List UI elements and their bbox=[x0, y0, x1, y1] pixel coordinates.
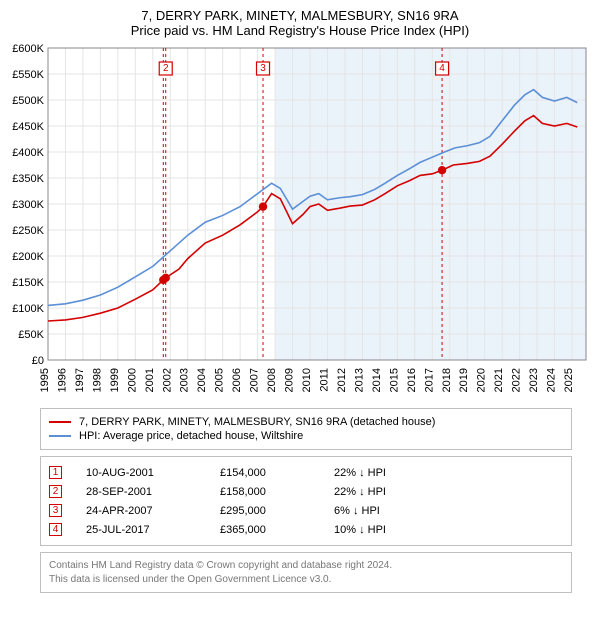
x-axis-label: 2001 bbox=[144, 368, 156, 392]
sale-price: £158,000 bbox=[220, 486, 310, 498]
sale-marker-dot bbox=[162, 274, 170, 282]
sale-hpi-diff: 6% ↓ HPI bbox=[334, 505, 444, 517]
x-axis-label: 2018 bbox=[441, 368, 453, 392]
title-main: 7, DERRY PARK, MINETY, MALMESBURY, SN16 … bbox=[0, 8, 600, 23]
x-axis-label: 2017 bbox=[423, 368, 435, 392]
sale-number-box: 4 bbox=[49, 523, 62, 536]
x-axis-label: 2014 bbox=[371, 368, 383, 392]
y-axis-label: £450K bbox=[12, 121, 44, 133]
x-axis-label: 1996 bbox=[56, 368, 68, 392]
legend-swatch bbox=[49, 421, 71, 423]
sales-table: 1 10-AUG-2001 £154,000 22% ↓ HPI 2 28-SEP-200… bbox=[40, 456, 572, 546]
y-axis-label: £250K bbox=[12, 225, 44, 237]
x-axis-label: 2016 bbox=[406, 368, 418, 392]
x-axis-label: 2008 bbox=[266, 368, 278, 392]
x-axis-label: 1995 bbox=[39, 368, 51, 392]
x-axis-label: 2021 bbox=[493, 368, 505, 392]
footer-attribution: Contains HM Land Registry data © Crown c… bbox=[40, 552, 572, 593]
line-chart: £0 £50K £100K £150K £200K £250K £300K £350K £400… bbox=[0, 42, 600, 402]
sale-marker-number: 4 bbox=[439, 63, 445, 74]
y-axis-label: £300K bbox=[12, 199, 44, 211]
x-axis-label: 1997 bbox=[74, 368, 86, 392]
sale-number-box: 1 bbox=[49, 466, 62, 479]
legend-item: HPI: Average price, detached house, Wilt… bbox=[49, 429, 563, 443]
x-axis-label: 2015 bbox=[388, 368, 400, 392]
title-sub: Price paid vs. HM Land Registry's House … bbox=[0, 23, 600, 38]
y-axis-label: £500K bbox=[12, 95, 44, 107]
sale-hpi-diff: 22% ↓ HPI bbox=[334, 467, 444, 479]
legend-swatch bbox=[49, 435, 71, 437]
sale-hpi-diff: 10% ↓ HPI bbox=[334, 524, 444, 536]
x-axis-label: 2009 bbox=[284, 368, 296, 392]
legend: 7, DERRY PARK, MINETY, MALMESBURY, SN16 … bbox=[40, 408, 572, 450]
sale-number-box: 2 bbox=[49, 485, 62, 498]
sale-marker-dot bbox=[259, 202, 267, 210]
footer-line-1: Contains HM Land Registry data © Crown c… bbox=[49, 559, 563, 573]
x-axis-label: 1998 bbox=[91, 368, 103, 392]
x-axis-label: 2010 bbox=[301, 368, 313, 392]
y-axis-label: £400K bbox=[12, 147, 44, 159]
title-block: 7, DERRY PARK, MINETY, MALMESBURY, SN16 … bbox=[0, 0, 600, 42]
sale-row: 2 28-SEP-2001 £158,000 22% ↓ HPI bbox=[49, 482, 563, 501]
x-axis-label: 2003 bbox=[179, 368, 191, 392]
sale-hpi-diff: 22% ↓ HPI bbox=[334, 486, 444, 498]
x-axis-label: 2022 bbox=[511, 368, 523, 392]
footer-line-2: This data is licensed under the Open Gov… bbox=[49, 573, 563, 587]
y-axis-label: £600K bbox=[12, 43, 44, 55]
legend-label: HPI: Average price, detached house, Wilt… bbox=[79, 430, 303, 442]
x-axis-label: 2000 bbox=[126, 368, 138, 392]
sale-price: £365,000 bbox=[220, 524, 310, 536]
legend-item: 7, DERRY PARK, MINETY, MALMESBURY, SN16 … bbox=[49, 415, 563, 429]
y-axis-label: £50K bbox=[18, 329, 44, 341]
x-axis-label: 2006 bbox=[231, 368, 243, 392]
sale-marker-dot bbox=[438, 166, 446, 174]
x-axis-label: 2012 bbox=[336, 368, 348, 392]
y-axis-label: £200K bbox=[12, 251, 44, 263]
sale-date: 24-APR-2007 bbox=[86, 505, 196, 517]
x-axis-label: 1999 bbox=[109, 368, 121, 392]
y-axis-label: £350K bbox=[12, 173, 44, 185]
y-axis-label: £550K bbox=[12, 69, 44, 81]
chart-area: £0 £50K £100K £150K £200K £250K £300K £350K £400… bbox=[0, 42, 600, 402]
legend-label: 7, DERRY PARK, MINETY, MALMESBURY, SN16 … bbox=[79, 416, 435, 428]
sale-price: £295,000 bbox=[220, 505, 310, 517]
x-axis-label: 2005 bbox=[214, 368, 226, 392]
sale-date: 28-SEP-2001 bbox=[86, 486, 196, 498]
x-axis-label: 2002 bbox=[161, 368, 173, 392]
sale-row: 4 25-JUL-2017 £365,000 10% ↓ HPI bbox=[49, 520, 563, 539]
x-axis-label: 2025 bbox=[563, 368, 575, 392]
sale-marker-number: 2 bbox=[163, 63, 169, 74]
y-axis-label: £0 bbox=[32, 355, 44, 367]
sale-row: 1 10-AUG-2001 £154,000 22% ↓ HPI bbox=[49, 463, 563, 482]
sale-row: 3 24-APR-2007 £295,000 6% ↓ HPI bbox=[49, 501, 563, 520]
sale-date: 25-JUL-2017 bbox=[86, 524, 196, 536]
sale-date: 10-AUG-2001 bbox=[86, 467, 196, 479]
x-axis-label: 2007 bbox=[249, 368, 261, 392]
figure-container: 7, DERRY PARK, MINETY, MALMESBURY, SN16 … bbox=[0, 0, 600, 593]
y-axis-label: £100K bbox=[12, 303, 44, 315]
x-axis-label: 2020 bbox=[476, 368, 488, 392]
x-axis-label: 2019 bbox=[458, 368, 470, 392]
x-axis-label: 2013 bbox=[353, 368, 365, 392]
x-axis-label: 2004 bbox=[196, 368, 208, 392]
x-axis-label: 2011 bbox=[318, 368, 330, 392]
x-axis-label: 2024 bbox=[546, 368, 558, 392]
y-axis-label: £150K bbox=[12, 277, 44, 289]
sale-price: £154,000 bbox=[220, 467, 310, 479]
sale-marker-number: 3 bbox=[260, 63, 266, 74]
sale-number-box: 3 bbox=[49, 504, 62, 517]
x-axis-label: 2023 bbox=[528, 368, 540, 392]
